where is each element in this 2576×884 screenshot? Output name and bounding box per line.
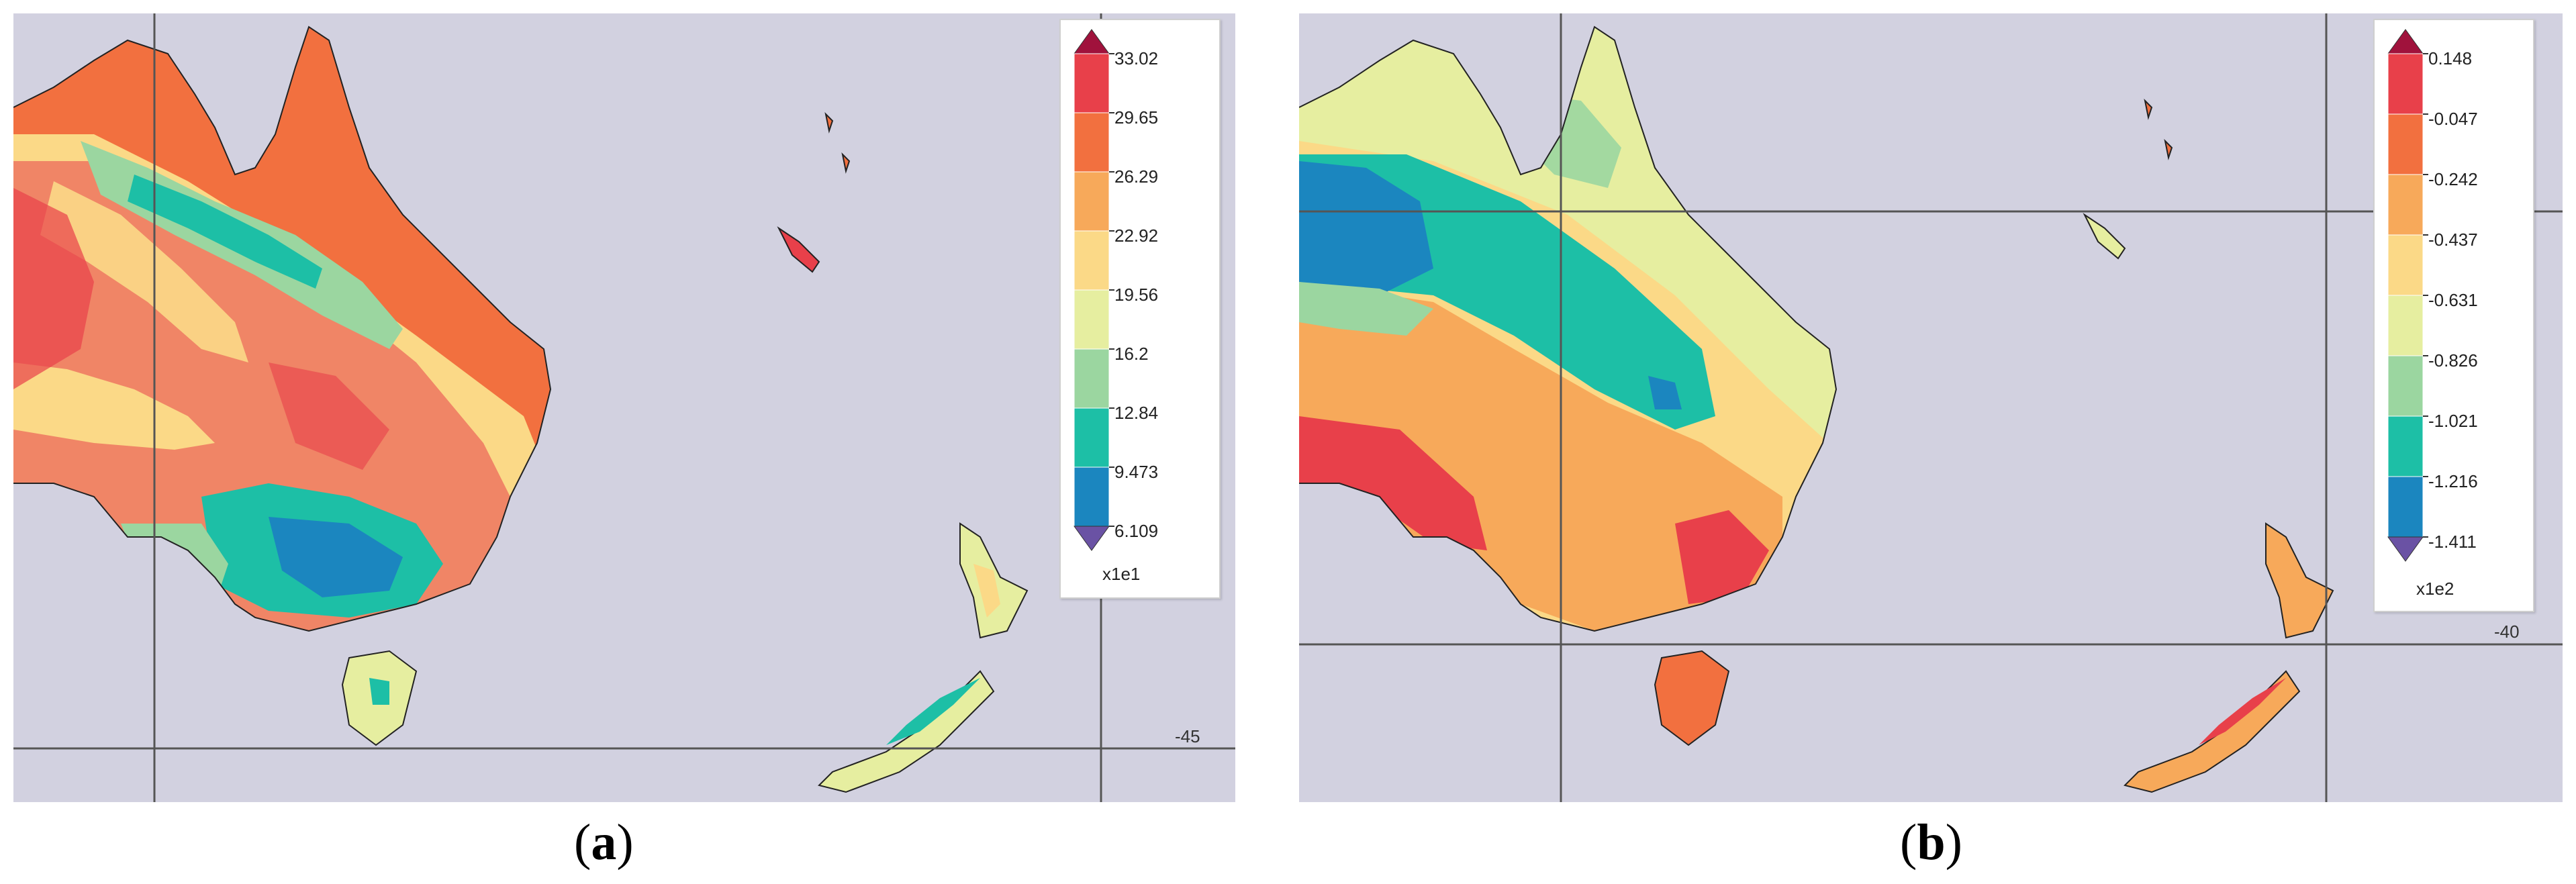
map-panel-b: -40	[1299, 13, 2563, 802]
colorbar-tick: -0.631	[2428, 290, 2478, 310]
colorbar-tick: -1.021	[2428, 411, 2478, 431]
colorbar-segment	[1074, 289, 1110, 350]
caption-letter: a	[591, 814, 617, 871]
colorbar-legend-b: 0.148 -0.047 -0.242 -0.437 -0.631 -0.826…	[2373, 19, 2534, 612]
colorbar-tick: -1.411	[2428, 532, 2477, 552]
colorbar-tick: -1.216	[2428, 471, 2478, 491]
colorbar-tick: 33.02	[1114, 48, 1159, 68]
colorbar-segment	[2387, 355, 2424, 417]
colorbar-a	[1074, 29, 1114, 551]
colorbar-tick: 9.473	[1114, 462, 1159, 482]
colorbar-segment	[1074, 466, 1110, 527]
colorbar-segment	[2387, 476, 2424, 538]
latitude-label: -40	[2494, 622, 2520, 642]
caption-b: (b)	[1900, 814, 1962, 871]
colorbar-tick: -0.437	[2428, 230, 2478, 250]
colorbar-over-arrow	[2387, 29, 2424, 54]
colorbar-tick: 26.29	[1114, 166, 1159, 187]
colorbar-segment	[1074, 112, 1110, 173]
colorbar-segment	[2387, 415, 2424, 477]
colorbar-tick: 0.148	[2428, 48, 2473, 68]
colorbar-multiplier: x1e2	[2416, 579, 2454, 599]
australia-nz-map-b	[1299, 13, 2563, 802]
colorbar-segment	[1074, 171, 1110, 232]
colorbar-segment	[1074, 348, 1110, 409]
latitude-label: -45	[1175, 726, 1200, 746]
colorbar-under-arrow	[2387, 536, 2424, 562]
caption-letter: b	[1917, 814, 1946, 871]
australia-nz-map-a	[13, 13, 1235, 802]
colorbar-tick: 6.109	[1114, 521, 1159, 541]
colorbar-segment	[2387, 113, 2424, 175]
colorbar-segment	[1074, 407, 1110, 468]
colorbar-legend-a: 33.02 29.65 26.29 22.92 19.56 16.2 12.84…	[1059, 19, 1221, 599]
colorbar-segment	[2387, 53, 2424, 115]
colorbar-tick: 12.84	[1114, 403, 1159, 423]
colorbar-tick: 19.56	[1114, 285, 1159, 305]
colorbar-b	[2387, 29, 2428, 562]
colorbar-tick: 16.2	[1114, 344, 1149, 364]
colorbar-segment	[2387, 295, 2424, 356]
colorbar-tick: -0.242	[2428, 169, 2478, 189]
colorbar-multiplier: x1e1	[1102, 564, 1141, 584]
colorbar-segment	[2387, 234, 2424, 296]
colorbar-segment	[1074, 53, 1110, 113]
colorbar-tick: 29.65	[1114, 107, 1159, 128]
colorbar-segment	[2387, 174, 2424, 236]
colorbar-tick: 22.92	[1114, 226, 1159, 246]
colorbar-under-arrow	[1074, 526, 1110, 551]
colorbar-over-arrow	[1074, 29, 1110, 54]
colorbar-tick: -0.826	[2428, 350, 2478, 371]
colorbar-segment	[1074, 230, 1110, 291]
map-panel-a: -45	[13, 13, 1235, 802]
caption-a: (a)	[574, 814, 634, 871]
colorbar-tick: -0.047	[2428, 109, 2478, 129]
